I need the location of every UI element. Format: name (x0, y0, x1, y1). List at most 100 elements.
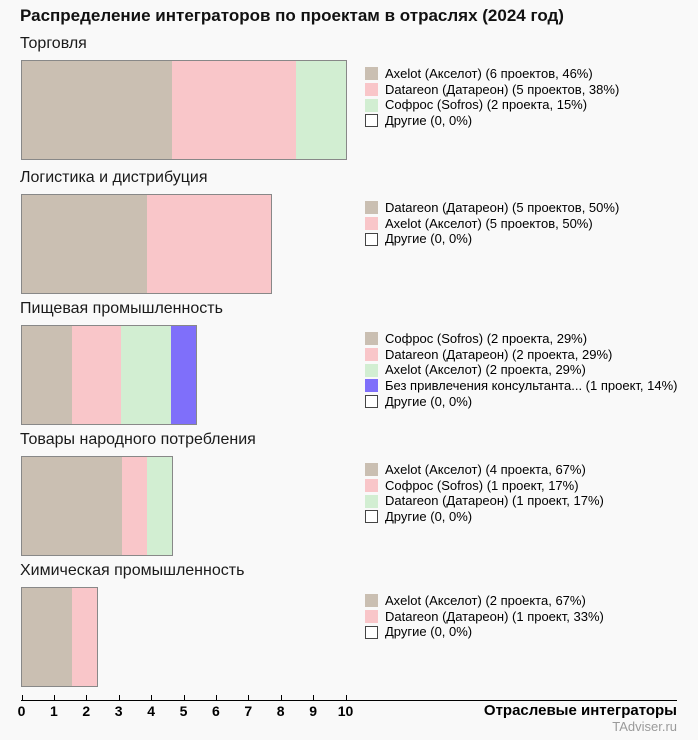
bar-segment (22, 457, 122, 555)
legend-label: Другие (0, 0%) (385, 113, 473, 129)
x-axis-line (21, 700, 677, 701)
legend-label: Другие (0, 0%) (385, 624, 473, 640)
axis-tick-label: 3 (114, 703, 123, 719)
legend-item: Софрос (Sofros) (2 проекта, 15%) (365, 97, 619, 113)
legend-swatch-icon (365, 479, 378, 493)
legend-swatch-icon (365, 379, 378, 393)
legend-item: Datareon (Датареон) (5 проектов, 50%) (365, 200, 619, 216)
legend-label: Datareon (Датареон) (5 проектов, 38%) (385, 81, 620, 97)
legend-swatch-icon (365, 67, 378, 81)
legend-item: Axelot (Акселот) (5 проектов, 50%) (365, 216, 619, 232)
legend-item: Datareon (Датареон) (2 проекта, 29%) (365, 347, 678, 363)
legend-swatch-icon (365, 363, 378, 377)
bar-segment (296, 61, 346, 159)
legend-item: Datareon (Датареон) (1 проект, 17%) (365, 493, 604, 509)
legend-label: Axelot (Акселот) (2 проекта, 29%) (385, 362, 586, 378)
axis-tick-label: 6 (211, 703, 220, 719)
axis-tick (151, 695, 153, 700)
chart-title: Распределение интеграторов по проектам в… (20, 6, 564, 25)
legend-label: Софрос (Sofros) (2 проекта, 15%) (385, 97, 588, 113)
legend-item: Другие (0, 0%) (365, 394, 678, 410)
legend-label: Datareon (Датареон) (1 проект, 33%) (385, 608, 604, 624)
legend-item: Другие (0, 0%) (365, 113, 619, 129)
legend-label: Axelot (Акселот) (2 проекта, 67%) (385, 593, 586, 608)
legend-item: Другие (0, 0%) (365, 624, 604, 640)
legend-swatch-icon (365, 625, 378, 639)
legend: Datareon (Датареон) (5 проектов, 50%) Axe… (365, 200, 619, 247)
legend-swatch-icon (365, 83, 378, 97)
section-title: Логистика и дистрибуция (20, 169, 208, 186)
legend-label: Datareon (Датареон) (1 проект, 17%) (385, 493, 604, 509)
legend-label: Axelot (Акселот) (6 проектов, 46%) (385, 66, 593, 81)
legend-item: Axelot (Акселот) (2 проекта, 29%) (365, 362, 678, 378)
axis-tick (345, 695, 347, 700)
legend-item: Datareon (Датареон) (1 проект, 33%) (365, 609, 604, 625)
axis-tick (215, 695, 217, 700)
legend-item: Axelot (Акселот) (2 проекта, 67%) (365, 593, 604, 609)
axis-tick-label: 2 (82, 703, 91, 719)
legend-swatch-icon (365, 114, 378, 128)
section-title: Торговля (20, 35, 87, 52)
bar-segment (171, 326, 197, 424)
legend-swatch-icon (365, 98, 378, 112)
legend: Софрос (Sofros) (2 проекта, 29%) Datareon… (365, 331, 678, 409)
legend-label: Софрос (Sofros) (2 проекта, 29%) (385, 331, 588, 346)
bar-segment (71, 588, 97, 686)
bar-segment (171, 61, 297, 159)
legend-item: Axelot (Акселот) (4 проекта, 67%) (365, 462, 604, 478)
bar-segment (146, 195, 271, 293)
axis-tick-label: 9 (309, 703, 317, 719)
bar-segment (71, 326, 122, 424)
stacked-bar (21, 456, 173, 556)
axis-tick (86, 695, 88, 700)
axis-tick (183, 695, 185, 700)
section-title: Химическая промышленность (20, 562, 245, 579)
legend-item: Другие (0, 0%) (365, 231, 619, 247)
legend-swatch-icon (365, 594, 378, 608)
stacked-bar (21, 194, 272, 294)
bar-segment (121, 457, 147, 555)
stacked-bar (21, 60, 347, 160)
legend-label: Без привлечения консультанта... (1 проек… (385, 378, 678, 394)
axis-tick-label: 4 (147, 703, 155, 719)
legend-swatch-icon (365, 510, 378, 524)
axis-tick-label: 8 (276, 703, 285, 719)
legend: Axelot (Акселот) (6 проектов, 46%) Datare… (365, 66, 619, 129)
axis-tick (118, 695, 120, 700)
legend-swatch-icon (365, 232, 378, 246)
stacked-bar (21, 325, 197, 425)
axis-tick-label: 5 (179, 703, 188, 719)
legend-swatch-icon (365, 610, 378, 624)
legend-label: Другие (0, 0%) (385, 231, 473, 247)
section-title: Пищевая промышленность (20, 300, 223, 317)
bar-segment (22, 61, 172, 159)
legend-swatch-icon (365, 395, 378, 409)
bar-segment (22, 195, 147, 293)
legend-label: Datareon (Датареон) (2 проекта, 29%) (385, 346, 613, 362)
legend-swatch-icon (365, 332, 378, 346)
legend-swatch-icon (365, 217, 378, 231)
legend: Axelot (Акселот) (4 проекта, 67%) Софрос … (365, 462, 604, 525)
x-axis-title: Отраслевые интеграторы (483, 702, 677, 719)
legend-label: Другие (0, 0%) (385, 393, 473, 409)
axis-tick (280, 695, 282, 700)
axis-tick-label: 7 (244, 703, 253, 719)
axis-tick (53, 695, 55, 700)
legend: Axelot (Акселот) (2 проекта, 67%) Datareo… (365, 593, 604, 640)
legend-item: Другие (0, 0%) (365, 509, 604, 525)
section-title: Товары народного потребления (20, 431, 256, 448)
bar-segment (121, 326, 172, 424)
bar-segment (22, 326, 72, 424)
legend-label: Axelot (Акселот) (4 проекта, 67%) (385, 462, 586, 477)
source-watermark: TAdviser.ru (612, 719, 677, 734)
stacked-bar (21, 587, 98, 687)
legend-swatch-icon (365, 348, 378, 362)
legend-label: Софрос (Sofros) (1 проект, 17%) (385, 477, 579, 493)
legend-label: Axelot (Акселот) (5 проектов, 50%) (385, 215, 593, 231)
legend-item: Софрос (Sofros) (1 проект, 17%) (365, 478, 604, 494)
legend-swatch-icon (365, 201, 378, 215)
legend-item: Без привлечения консультанта... (1 проек… (365, 378, 678, 394)
legend-item: Софрос (Sofros) (2 проекта, 29%) (365, 331, 678, 347)
legend-label: Datareon (Датареон) (5 проектов, 50%) (385, 200, 620, 215)
